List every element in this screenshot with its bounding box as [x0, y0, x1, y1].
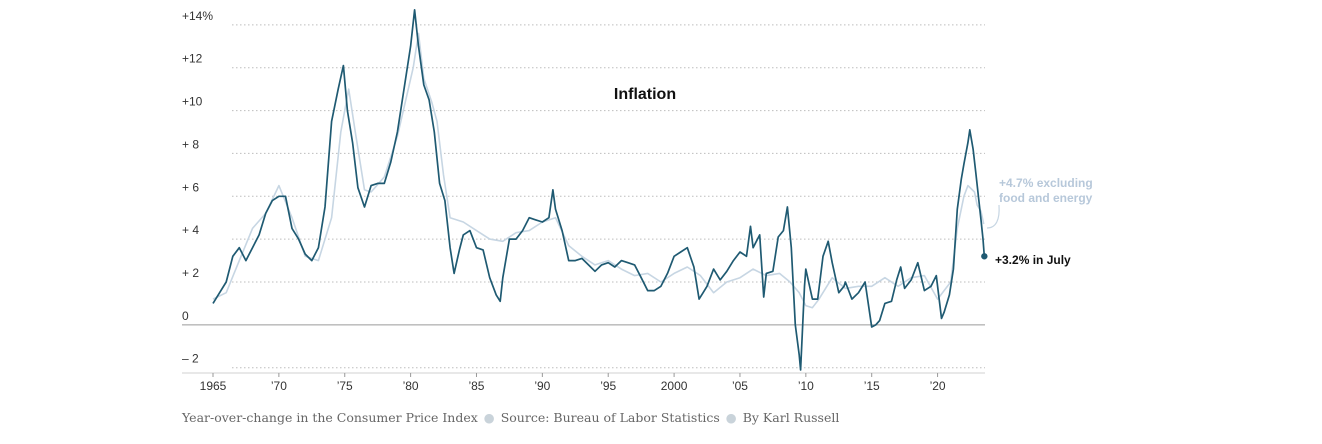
separator-dot: ●: [725, 410, 737, 425]
y-tick-label: + 8: [182, 137, 199, 151]
y-axis-ticks: +14% +12 +10 + 8 + 6 + 4 + 2 0 – 2: [182, 9, 213, 366]
separator-dot: ●: [483, 410, 495, 425]
core-annotation-line2: food and energy: [999, 191, 1093, 205]
y-tick-label: +14%: [182, 9, 213, 23]
footer-byline: By Karl Russell: [742, 410, 840, 425]
x-tick-label: ’90: [534, 379, 550, 393]
y-tick-label: 0: [182, 309, 189, 323]
y-tick-label: + 4: [182, 223, 199, 237]
y-tick-label: +10: [182, 95, 203, 109]
y-tick-label: +12: [182, 52, 203, 66]
x-tick-label: ’80: [403, 379, 419, 393]
x-tick-label: 2000: [661, 379, 688, 393]
headline-cpi-line: [212, 9, 986, 371]
x-axis-ticks: 1965 ’70 ’75 ’80 ’85 ’90 ’95 2000 ’05 ’10 ’15 ’20: [182, 372, 985, 393]
x-tick-label: ’20: [930, 379, 946, 393]
x-tick-label: ’70: [271, 379, 287, 393]
footer-credits: Year-over-change in the Consumer Price I…: [182, 410, 839, 425]
annotations: +4.7% excluding food and energy +3.2% in…: [986, 176, 1093, 267]
footer-caption: Year-over-change in the Consumer Price I…: [182, 410, 478, 425]
x-tick-label: ’75: [337, 379, 353, 393]
grid-lines: [182, 24, 985, 369]
x-tick-label: ’95: [600, 379, 616, 393]
y-tick-label: + 2: [182, 266, 199, 280]
latest-value-dot: [981, 253, 988, 260]
x-tick-label: ’85: [468, 379, 484, 393]
x-tick-label: ’10: [798, 379, 814, 393]
series-lines: [212, 9, 988, 371]
chart-title: Inflation: [614, 86, 676, 103]
footer-source: Source: Bureau of Labor Statistics: [500, 410, 720, 425]
core-cpi-line: [212, 32, 985, 309]
x-tick-label: 1965: [200, 379, 227, 393]
core-annotation-leader: [986, 204, 1000, 229]
x-tick-label: ’05: [732, 379, 748, 393]
y-tick-label: – 2: [182, 352, 199, 366]
core-annotation-line1: +4.7% excluding: [999, 176, 1093, 190]
headline-annotation: +3.2% in July: [995, 253, 1071, 267]
y-tick-label: + 6: [182, 180, 199, 194]
x-tick-label: ’15: [864, 379, 880, 393]
